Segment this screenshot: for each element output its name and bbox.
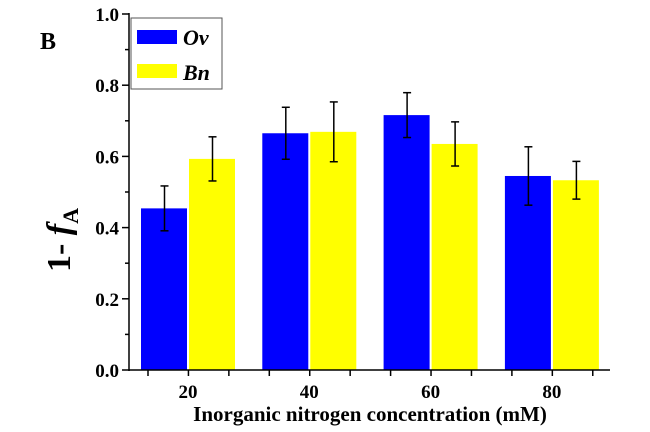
bar-ov-60 bbox=[383, 115, 430, 370]
y-axis-label-italic: f bbox=[41, 220, 78, 235]
y-tick-label: 0.2 bbox=[95, 290, 119, 311]
x-tick-label: 20 bbox=[179, 382, 198, 403]
error-bar-ov-60 bbox=[403, 91, 412, 139]
y-tick-label: 1.0 bbox=[95, 5, 119, 26]
bar-bn-60 bbox=[431, 143, 478, 370]
legend-label-bn: Bn bbox=[182, 60, 210, 85]
legend: Ov Bn bbox=[130, 17, 223, 90]
bar-bn-40 bbox=[310, 131, 357, 370]
bar-ov-40 bbox=[262, 133, 309, 370]
x-tick-label: 40 bbox=[300, 382, 319, 403]
panel-label: B bbox=[40, 29, 56, 55]
legend-swatch-bn bbox=[137, 64, 177, 78]
error-bar-ov-80 bbox=[524, 146, 533, 206]
y-axis-label-subscript: A bbox=[58, 208, 83, 224]
y-tick-label: 0.0 bbox=[95, 361, 119, 382]
y-axis-label: 1- fA bbox=[41, 208, 83, 272]
legend-label-ov: Ov bbox=[183, 25, 209, 50]
x-tick-label: 80 bbox=[542, 382, 561, 403]
y-tick-label: 0.6 bbox=[95, 147, 119, 168]
error-bar-bn-60 bbox=[451, 121, 460, 167]
error-bar-bn-40 bbox=[329, 101, 338, 163]
legend-swatch-ov bbox=[137, 30, 177, 44]
bar-bn-80 bbox=[552, 180, 599, 370]
x-tick-label: 60 bbox=[421, 382, 440, 403]
x-axis-label: Inorganic nitrogen concentration (mM) bbox=[193, 402, 547, 426]
error-bar-ov-40 bbox=[281, 106, 290, 160]
y-tick-label: 0.4 bbox=[95, 219, 119, 240]
error-bar-bn-80 bbox=[572, 160, 581, 200]
bar-ov-80 bbox=[504, 175, 551, 370]
bar-bn-20 bbox=[189, 158, 235, 370]
y-tick-label: 0.8 bbox=[95, 76, 119, 97]
y-axis-label-prefix: 1- bbox=[41, 235, 78, 272]
error-bar-ov-20 bbox=[160, 185, 169, 232]
error-bar-bn-20 bbox=[208, 136, 217, 182]
bar-ov-20 bbox=[141, 208, 187, 370]
